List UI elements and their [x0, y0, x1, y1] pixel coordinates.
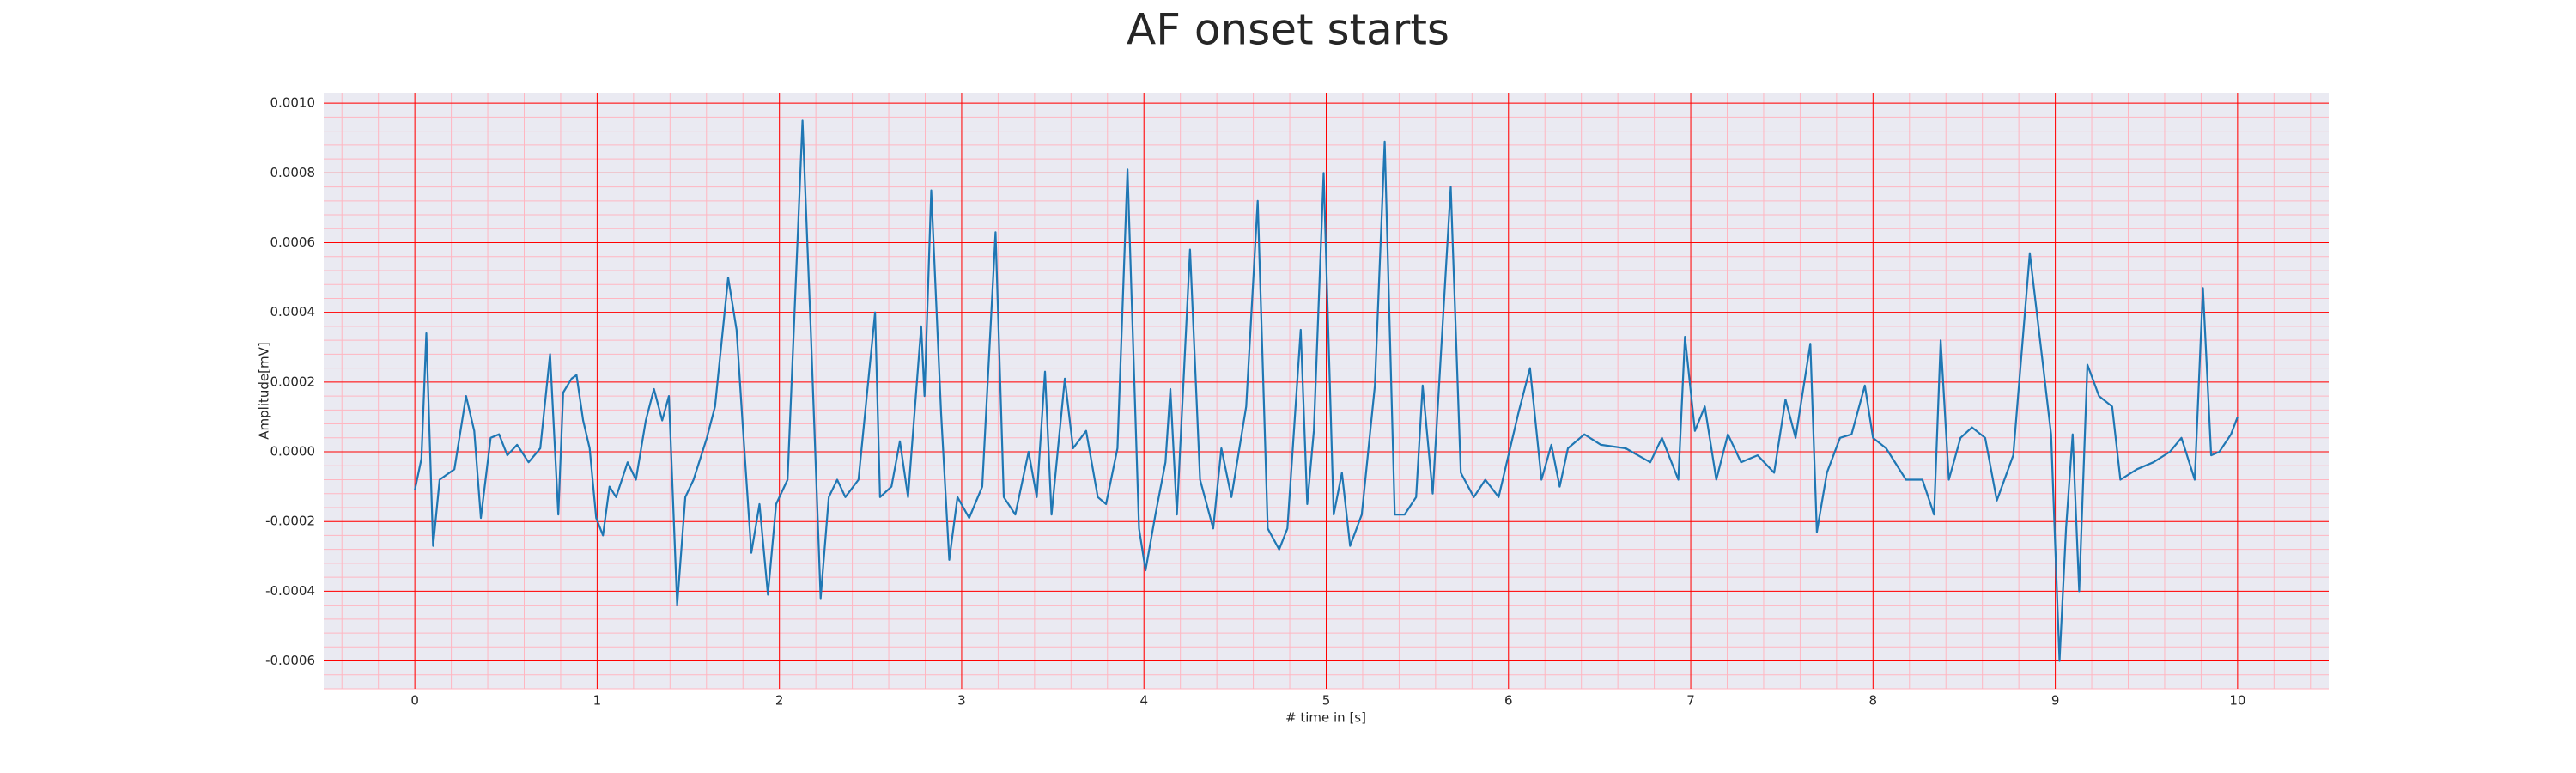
y-tick-label: 0.0008 — [270, 165, 316, 180]
x-tick-label: 6 — [1504, 693, 1513, 709]
y-tick-label: -0.0004 — [265, 583, 315, 599]
y-tick-label: -0.0002 — [265, 514, 315, 529]
y-axis-label: Amplitude[mV] — [257, 342, 272, 439]
x-tick-label: 2 — [775, 693, 784, 709]
x-tick-label: 9 — [2051, 693, 2060, 709]
data-line — [414, 119, 2239, 662]
x-axis-label: # time in [s] — [1285, 710, 1366, 726]
y-tick-label: 0.0000 — [270, 444, 316, 460]
y-tick-label: 0.0002 — [270, 374, 316, 389]
x-tick-label: 3 — [957, 693, 966, 709]
x-tick-label: 4 — [1139, 693, 1148, 709]
x-tick-label: 10 — [2229, 693, 2245, 709]
chart-title: AF onset starts — [1127, 5, 1449, 55]
x-tick-label: 7 — [1686, 693, 1695, 709]
y-tick-label: -0.0006 — [265, 653, 315, 668]
y-tick-label: 0.0010 — [270, 95, 316, 111]
x-tick-label: 1 — [593, 693, 602, 709]
y-tick-label: 0.0004 — [270, 304, 316, 320]
x-tick-label: 8 — [1869, 693, 1878, 709]
y-tick-label: 0.0006 — [270, 234, 316, 250]
x-tick-label: 0 — [410, 693, 419, 709]
x-tick-label: 5 — [1322, 693, 1331, 709]
